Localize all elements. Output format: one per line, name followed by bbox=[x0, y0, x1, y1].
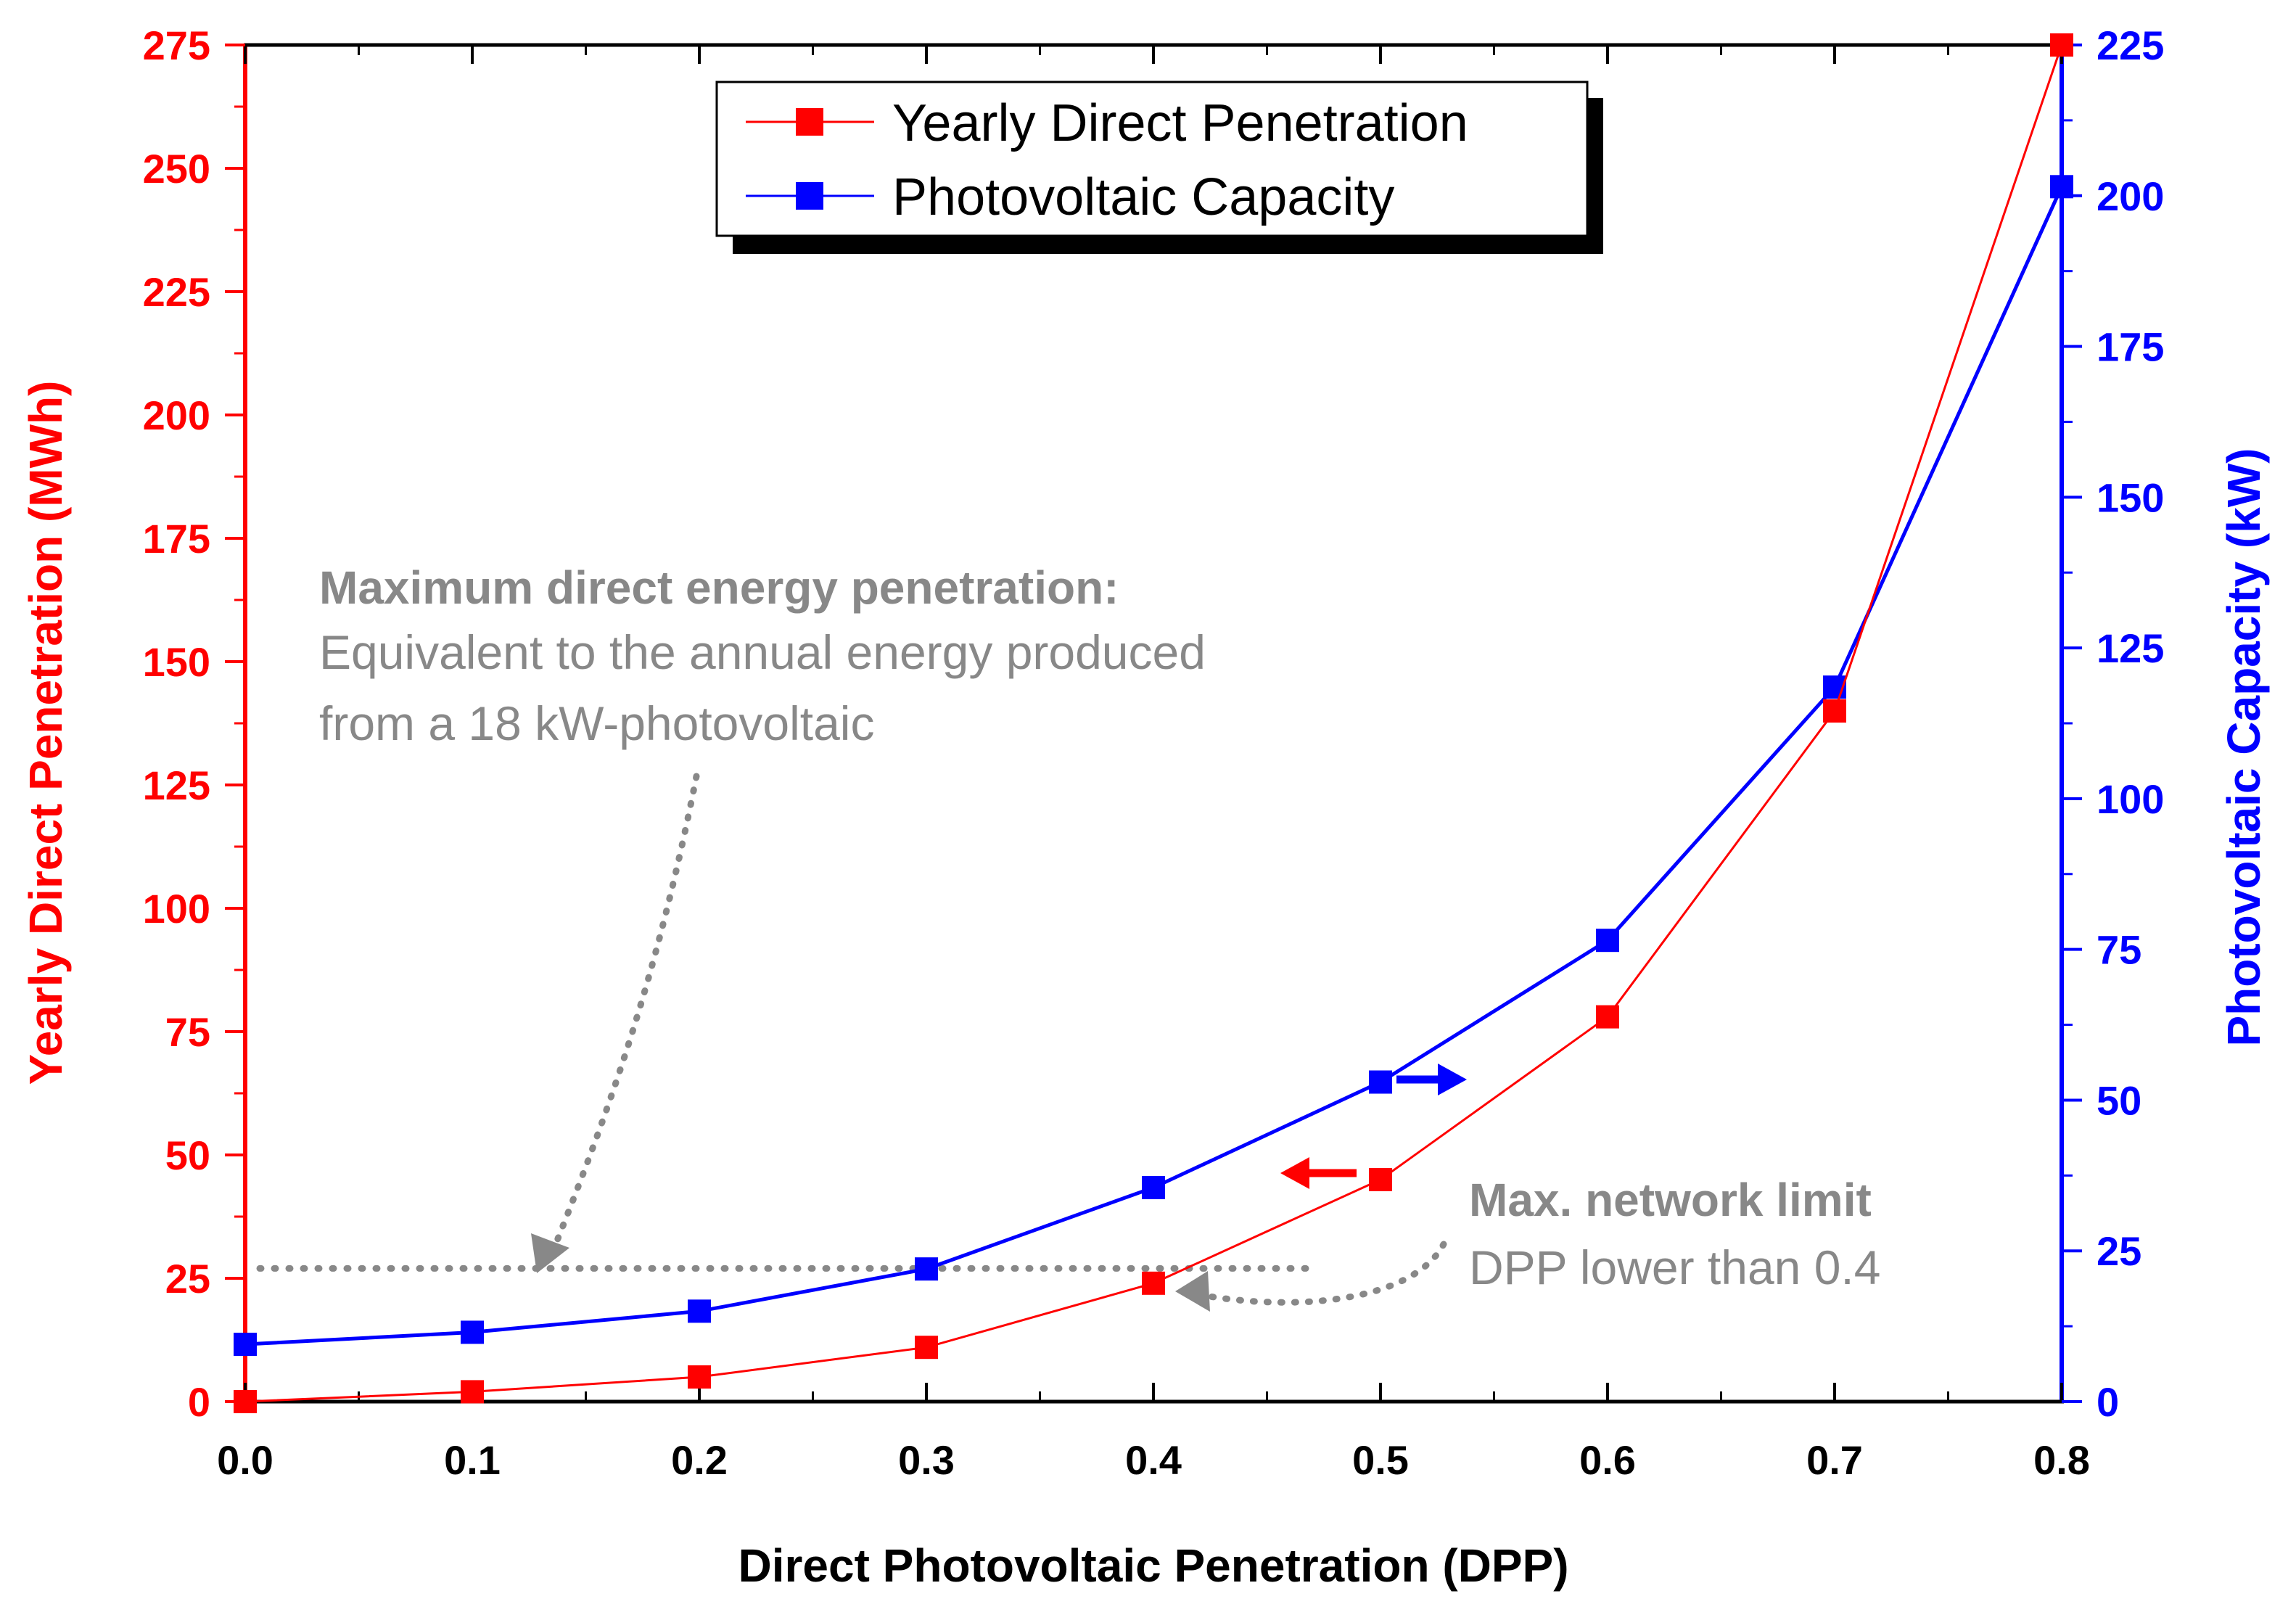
max-energy-annotation-line2: from a 18 kW-photovoltaic bbox=[319, 696, 874, 750]
x-tick-label: 0.8 bbox=[2033, 1437, 2090, 1483]
data-point-pv bbox=[1596, 929, 1619, 953]
x-tick-label: 0.2 bbox=[671, 1437, 728, 1483]
left-ticks: 0 25 50 75 100 125 150 175 200 225 250 275 bbox=[143, 22, 245, 1425]
data-point-pv bbox=[2050, 175, 2073, 199]
data-point-yearly bbox=[1142, 1271, 1165, 1295]
network-limit-arrowhead bbox=[1175, 1271, 1210, 1312]
x-ticks: 0.0 0.1 0.2 0.3 0.4 0.5 0.6 0.7 0.8 bbox=[217, 45, 2090, 1483]
x-tick-label: 0.7 bbox=[1806, 1437, 1863, 1483]
legend-marker-pv bbox=[796, 182, 823, 210]
max-energy-annotation-arrow bbox=[548, 773, 700, 1259]
data-point-pv bbox=[688, 1299, 711, 1323]
right-tick-label: 50 bbox=[2097, 1077, 2141, 1123]
right-tick-label: 100 bbox=[2097, 776, 2164, 822]
right-tick-label: 200 bbox=[2097, 173, 2164, 219]
right-tick-label: 0 bbox=[2097, 1379, 2119, 1425]
left-tick-label: 200 bbox=[143, 392, 210, 438]
right-tick-label: 175 bbox=[2097, 324, 2164, 370]
left-tick-label: 75 bbox=[165, 1009, 210, 1055]
left-tick-label: 225 bbox=[143, 269, 210, 315]
x-tick-label: 0.3 bbox=[898, 1437, 955, 1483]
legend-box bbox=[715, 81, 1589, 237]
data-point-yearly bbox=[2050, 33, 2073, 57]
left-tick-label: 175 bbox=[143, 516, 210, 562]
data-point-yearly bbox=[915, 1336, 938, 1360]
left-axis-title: Yearly Direct Penetration (MWh) bbox=[20, 381, 72, 1085]
left-tick-label: 100 bbox=[143, 886, 210, 932]
left-tick-label: 125 bbox=[143, 762, 210, 808]
data-point-yearly bbox=[1369, 1168, 1392, 1191]
data-point-yearly bbox=[461, 1380, 484, 1404]
data-point-yearly bbox=[688, 1365, 711, 1389]
x-tick-label: 0.5 bbox=[1352, 1437, 1409, 1483]
left-axis-indicator-arrow bbox=[1280, 1157, 1357, 1189]
network-limit-annotation-title: Max. network limit bbox=[1469, 1174, 1872, 1226]
max-energy-arrowhead bbox=[531, 1233, 569, 1273]
right-tick-label: 150 bbox=[2097, 474, 2164, 520]
right-tick-label: 125 bbox=[2097, 625, 2164, 671]
data-point-yearly bbox=[234, 1390, 257, 1413]
x-tick-label: 0.6 bbox=[1579, 1437, 1636, 1483]
right-axis-title: Photovoltaic Capacity (kW) bbox=[2218, 448, 2270, 1047]
data-point-pv bbox=[234, 1333, 257, 1357]
left-tick-label: 0 bbox=[188, 1379, 210, 1425]
legend-label-pv: Photovoltaic Capacity bbox=[892, 168, 1394, 226]
network-limit-annotation-arrow bbox=[1197, 1241, 1447, 1306]
data-point-pv bbox=[1142, 1175, 1165, 1199]
right-ticks: 0 25 50 75 100 125 150 175 200 225 bbox=[2062, 22, 2164, 1425]
legend: Yearly Direct Penetration Photovoltaic C… bbox=[715, 81, 1603, 254]
network-limit-annotation-line1: DPP lower than 0.4 bbox=[1469, 1241, 1880, 1294]
x-axis-title: Direct Photovoltaic Penetration (DPP) bbox=[738, 1539, 1568, 1592]
left-tick-label: 50 bbox=[165, 1132, 210, 1178]
legend-label-yearly: Yearly Direct Penetration bbox=[892, 94, 1468, 152]
data-point-pv bbox=[1369, 1070, 1392, 1094]
data-point-yearly bbox=[1823, 699, 1846, 723]
series-line-pv bbox=[244, 186, 2064, 1346]
series-layer bbox=[234, 33, 2073, 1413]
data-point-yearly bbox=[1596, 1005, 1619, 1029]
right-tick-label: 25 bbox=[2097, 1228, 2141, 1274]
right-tick-label: 225 bbox=[2097, 22, 2164, 68]
x-tick-label: 0.0 bbox=[217, 1437, 273, 1483]
x-tick-label: 0.1 bbox=[444, 1437, 501, 1483]
left-tick-label: 25 bbox=[165, 1256, 210, 1301]
max-energy-annotation-line1: Equivalent to the annual energy produced bbox=[319, 625, 1206, 679]
x-tick-label: 0.4 bbox=[1125, 1437, 1182, 1483]
right-tick-label: 75 bbox=[2097, 927, 2141, 973]
legend-marker-yearly bbox=[796, 108, 823, 136]
left-tick-label: 250 bbox=[143, 146, 210, 192]
max-energy-annotation-title: Maximum direct energy penetration: bbox=[319, 562, 1119, 614]
left-tick-label: 275 bbox=[143, 22, 210, 68]
data-point-pv bbox=[461, 1320, 484, 1344]
left-tick-label: 150 bbox=[143, 639, 210, 685]
right-axis-indicator-arrow bbox=[1396, 1064, 1467, 1095]
data-point-pv bbox=[915, 1257, 938, 1281]
